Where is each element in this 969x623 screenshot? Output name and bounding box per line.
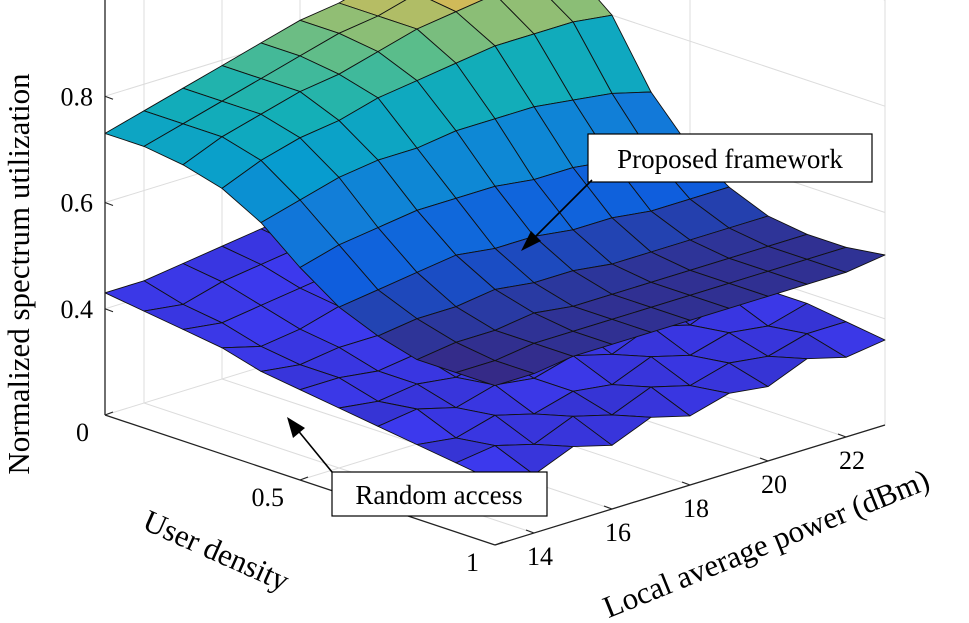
y-tick bbox=[299, 476, 309, 481]
x-tick bbox=[759, 457, 769, 462]
y-axis-label: User density bbox=[138, 503, 295, 599]
annotation-random-box bbox=[331, 471, 548, 517]
x-tick bbox=[603, 505, 613, 510]
annotation-random-arrow bbox=[295, 427, 333, 473]
grid-line bbox=[104, 0, 886, 107]
x-tick bbox=[681, 481, 691, 486]
annotation-random: Random access bbox=[287, 417, 548, 517]
annotation-random-text: Random access bbox=[355, 480, 522, 510]
x-tick bbox=[837, 433, 847, 438]
surfaces bbox=[104, 0, 886, 482]
y-tick bbox=[494, 541, 504, 546]
z-tick bbox=[104, 201, 114, 207]
annotation-random-arrowhead bbox=[287, 417, 305, 438]
x-tick bbox=[525, 529, 535, 534]
x-tick-label: 22 bbox=[839, 446, 865, 475]
y-tick-label: 0 bbox=[76, 418, 89, 447]
z-tick-label: 0.6 bbox=[61, 189, 94, 218]
surface-patch bbox=[455, 360, 535, 387]
y-tick-label: 0.5 bbox=[252, 483, 285, 512]
z-tick-label: 0.4 bbox=[61, 295, 94, 324]
x-tick-label: 20 bbox=[761, 470, 787, 499]
z-tick bbox=[104, 308, 114, 313]
x-tick-label: 14 bbox=[527, 542, 553, 571]
surface-proposed bbox=[104, 0, 886, 387]
annotation-proposed: Proposed framework bbox=[521, 133, 873, 251]
y-tick bbox=[104, 411, 114, 416]
y-tick-label: 1 bbox=[466, 548, 479, 577]
x-tick-label: 18 bbox=[683, 494, 709, 523]
annotation-proposed-box bbox=[587, 133, 873, 183]
annotation-proposed-text: Proposed framework bbox=[617, 144, 843, 174]
annotation-proposed-arrowhead bbox=[521, 231, 541, 251]
z-tick-label: 0.8 bbox=[61, 82, 94, 111]
x-tick-label: 16 bbox=[605, 518, 631, 547]
annotation-proposed-arrow bbox=[529, 179, 593, 243]
z-tick bbox=[104, 95, 114, 100]
z-axis-label: Normalized spectrum utilization bbox=[1, 73, 36, 475]
z-tick-label: 1 bbox=[80, 0, 93, 5]
tick-labels: 0.4 0.6 0.8 1 0 0.5 1 14 16 18 20 22 bbox=[61, 0, 866, 577]
